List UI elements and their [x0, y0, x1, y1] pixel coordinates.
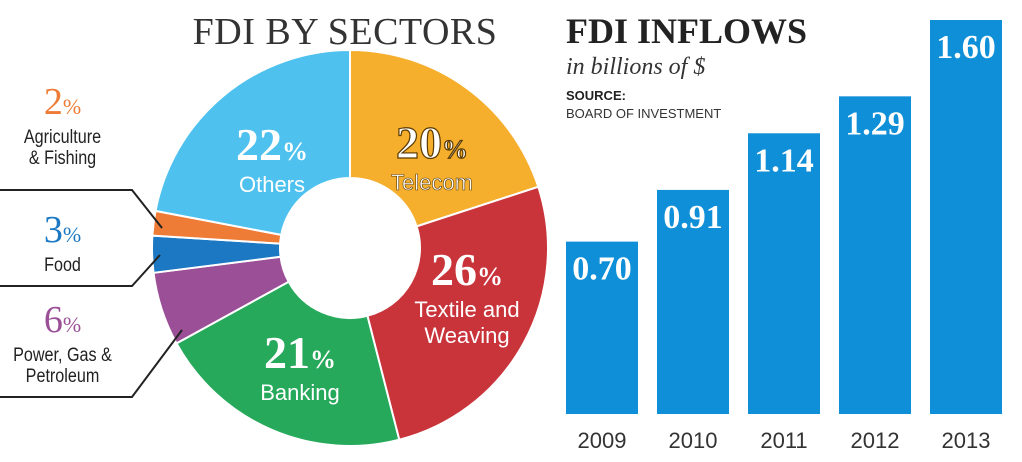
bar-2013	[930, 20, 1002, 414]
pie-name-banking: Banking	[260, 380, 340, 405]
callout-name-power: Power, Gas &	[13, 345, 112, 366]
callout-line-food	[0, 254, 161, 287]
callout-power: 6% Power, Gas & Petroleum	[0, 300, 125, 387]
bar-chart-title: FDI INFLOWS	[566, 11, 808, 51]
pie-slice-telecom	[349, 48, 540, 228]
year-label-2009: 2009	[578, 428, 627, 453]
bar-2009	[566, 241, 638, 414]
pie-name-telecom: Telecom	[391, 170, 473, 195]
pie-label-telecom: 20%Telecom	[391, 116, 474, 195]
pie-pct-suffix: %	[310, 345, 336, 374]
pie-slice-banking	[175, 280, 401, 447]
bar-value-2009: 0.70	[572, 251, 632, 288]
callout-pct-suffix: %	[62, 94, 82, 119]
bar-2010	[657, 189, 729, 414]
bar-value-2010: 0.91	[663, 199, 723, 236]
pie-pct-suffix: %	[282, 137, 308, 166]
year-label-2012: 2012	[851, 428, 900, 453]
pie-name-others: Others	[239, 172, 305, 197]
callout-food: 3% Food	[0, 210, 125, 276]
callout-name-power: Petroleum	[25, 366, 100, 387]
pie-pct-textile: 26%	[431, 244, 503, 295]
bar-2012	[839, 96, 911, 415]
pie-name-textile: Weaving	[424, 323, 509, 348]
callout-pct-food: 3%	[43, 209, 82, 251]
bar-value-2011: 1.14	[754, 142, 814, 179]
pie-chart-title: FDI BY SECTORS	[192, 11, 498, 53]
year-label-2011: 2011	[760, 428, 807, 453]
pie-label-banking: 21%Banking	[260, 327, 340, 405]
year-label-2013: 2013	[942, 428, 991, 453]
pie-slice-others	[154, 48, 351, 237]
callout-pct-suffix: %	[62, 222, 82, 247]
pie-pct-suffix: %	[442, 135, 468, 164]
bar-value-2012: 1.29	[845, 105, 905, 142]
callout-name-agriculture: Agriculture	[23, 127, 102, 148]
pie-name-textile: Textile and	[414, 297, 519, 322]
callout-line-power	[0, 329, 183, 398]
pie-slice-textile	[366, 185, 549, 441]
callout-line-agriculture	[0, 189, 163, 229]
callout-pct-power: 6%	[43, 299, 82, 341]
callout-pct-suffix: %	[62, 312, 82, 337]
source-value: BOARD OF INVESTMENT	[566, 106, 722, 121]
callout-name-food: Food	[44, 255, 81, 276]
bar-chart-subtitle: in billions of $	[566, 54, 706, 80]
bar-value-2013: 1.60	[936, 29, 996, 66]
callout-pct-agriculture: 2%	[43, 81, 82, 123]
bar-2011	[748, 133, 820, 414]
pie-pct-telecom: 20%	[396, 117, 468, 168]
callout-agriculture: 2% Agriculture & Fishing	[0, 82, 125, 169]
source-label: SOURCE:	[566, 88, 626, 103]
year-label-2010: 2010	[669, 428, 718, 453]
callout-name-agriculture: & Fishing	[28, 148, 97, 169]
pie-pct-suffix: %	[477, 262, 503, 291]
